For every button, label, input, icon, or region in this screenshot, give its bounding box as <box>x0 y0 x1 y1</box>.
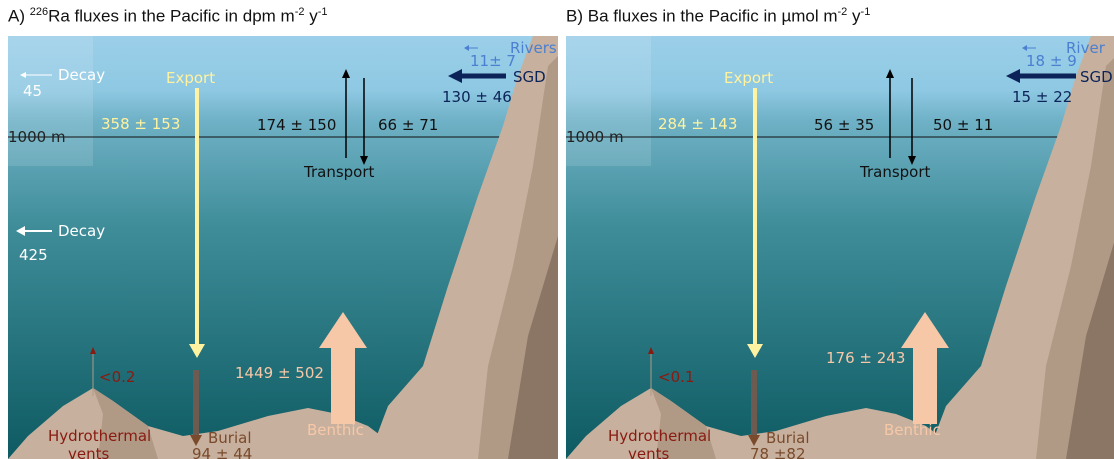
upper-layer-box <box>566 36 651 166</box>
panel-b-ocean-diagram: 1000 m River 18 ± 9 SGD 15 ± 22 Export 2… <box>566 36 1114 459</box>
rivers-label: River <box>1066 39 1105 57</box>
panel-a-title: A) 226Ra fluxes in the Pacific in dpm m-… <box>8 6 328 27</box>
hydrothermal-value: <0.1 <box>658 368 695 386</box>
transport-up-value: 174 ± 150 <box>257 116 337 134</box>
sgd-value: 15 ± 22 <box>1012 88 1073 106</box>
rivers-arrow-head-icon <box>1022 45 1027 51</box>
continental-slope-dark <box>1066 242 1114 459</box>
panel-b-title-exp1: -2 <box>837 6 848 18</box>
panel-a-ocean-diagram: 1000 m Rivers 11± 7 SGD 130 ± 46 Decay 4… <box>8 36 558 459</box>
benthic-value: 1449 ± 502 <box>235 364 324 382</box>
transport-down-arrow-icon <box>360 156 368 165</box>
hydrothermal-label-line1: Hydrothermal <box>608 427 712 445</box>
sgd-value: 130 ± 46 <box>442 88 512 106</box>
decay-deep-arrow-icon <box>16 226 25 236</box>
rivers-label: Rivers <box>510 39 557 57</box>
depth-label: 1000 m <box>8 128 66 146</box>
burial-value: 78 ±82 <box>750 445 806 459</box>
hydrothermal-label-line2: vents <box>628 445 670 459</box>
decay-deep-label: Decay <box>58 222 106 240</box>
sgd-label: SGD <box>1080 68 1113 86</box>
transport-down-arrow-icon <box>908 156 916 165</box>
export-label: Export <box>166 69 216 87</box>
burial-label: Burial <box>208 429 252 447</box>
panel-a-title-mid: y <box>304 6 318 26</box>
panel-a-title-main: Ra fluxes in the Pacific in dpm m <box>48 6 295 26</box>
export-value: 284 ± 143 <box>658 115 738 133</box>
panel-b-title-main: Ba fluxes in the Pacific in µmol m <box>587 6 838 26</box>
decay-deep-value: 425 <box>19 246 48 264</box>
export-arrow-head-icon <box>189 344 205 358</box>
panel-b-scene <box>566 36 1114 459</box>
export-arrow-head-icon <box>747 344 763 358</box>
benthic-arrow-head-icon <box>319 312 367 348</box>
panel-b-title-exp2: -1 <box>860 6 871 18</box>
benthic-value: 176 ± 243 <box>826 349 906 367</box>
hydrothermal-mound-shade <box>651 388 716 459</box>
sgd-arrow-head-icon <box>448 69 462 83</box>
upper-layer-box <box>8 36 93 166</box>
panel-a-scene <box>8 36 558 459</box>
depth-label: 1000 m <box>566 128 624 146</box>
benthic-arrow-shaft <box>331 346 355 424</box>
continental-slope-dark <box>508 236 558 459</box>
panel-b-title-prefix: B) <box>566 6 588 26</box>
benthic-label: Benthic <box>884 421 941 439</box>
decay-surface-arrow-icon <box>20 72 26 78</box>
burial-arrow-head-icon <box>190 435 202 446</box>
transport-label: Transport <box>304 163 375 181</box>
decay-surface-label: Decay <box>58 66 106 84</box>
decay-surface-value: 45 <box>23 82 43 100</box>
rivers-value: 11± 7 <box>470 52 516 70</box>
transport-up-arrow-icon <box>342 69 350 78</box>
burial-label: Burial <box>766 429 810 447</box>
hydrothermal-label-line2: vents <box>68 445 110 459</box>
export-label: Export <box>724 69 774 87</box>
transport-label: Transport <box>860 163 931 181</box>
hydrothermal-label-line1: Hydrothermal <box>48 427 152 445</box>
panel-a-title-exp2: -1 <box>317 6 328 18</box>
transport-down-value: 50 ± 11 <box>933 116 994 134</box>
panel-b-title: B) Ba fluxes in the Pacific in µmol m-2 … <box>566 6 870 27</box>
burial-arrow-shaft <box>751 370 757 436</box>
export-value: 358 ± 153 <box>101 115 181 133</box>
transport-down-value: 66 ± 71 <box>378 116 439 134</box>
burial-arrow-head-icon <box>748 435 760 446</box>
panel-a-title-prefix: A) <box>8 6 30 26</box>
benthic-arrow-shaft <box>913 346 937 424</box>
burial-arrow-shaft <box>193 370 199 436</box>
hydrothermal-mound-shade <box>93 388 158 459</box>
burial-value: 94 ± 44 <box>192 445 253 459</box>
sgd-label: SGD <box>513 68 546 86</box>
hydrothermal-arrow-icon <box>648 347 654 354</box>
transport-up-value: 56 ± 35 <box>814 116 875 134</box>
panel-a-title-exp1: -2 <box>294 6 305 18</box>
benthic-label: Benthic <box>307 421 364 439</box>
panel-a-title-isotope: 226 <box>29 6 49 18</box>
benthic-arrow-head-icon <box>901 312 949 348</box>
hydrothermal-arrow-icon <box>90 347 96 354</box>
panel-b-title-mid: y <box>847 6 861 26</box>
transport-up-arrow-icon <box>886 69 894 78</box>
sgd-arrow-head-icon <box>1006 69 1020 83</box>
rivers-value: 18 ± 9 <box>1026 52 1077 70</box>
hydrothermal-value: <0.2 <box>99 368 136 386</box>
rivers-arrow-head-icon <box>464 45 469 51</box>
